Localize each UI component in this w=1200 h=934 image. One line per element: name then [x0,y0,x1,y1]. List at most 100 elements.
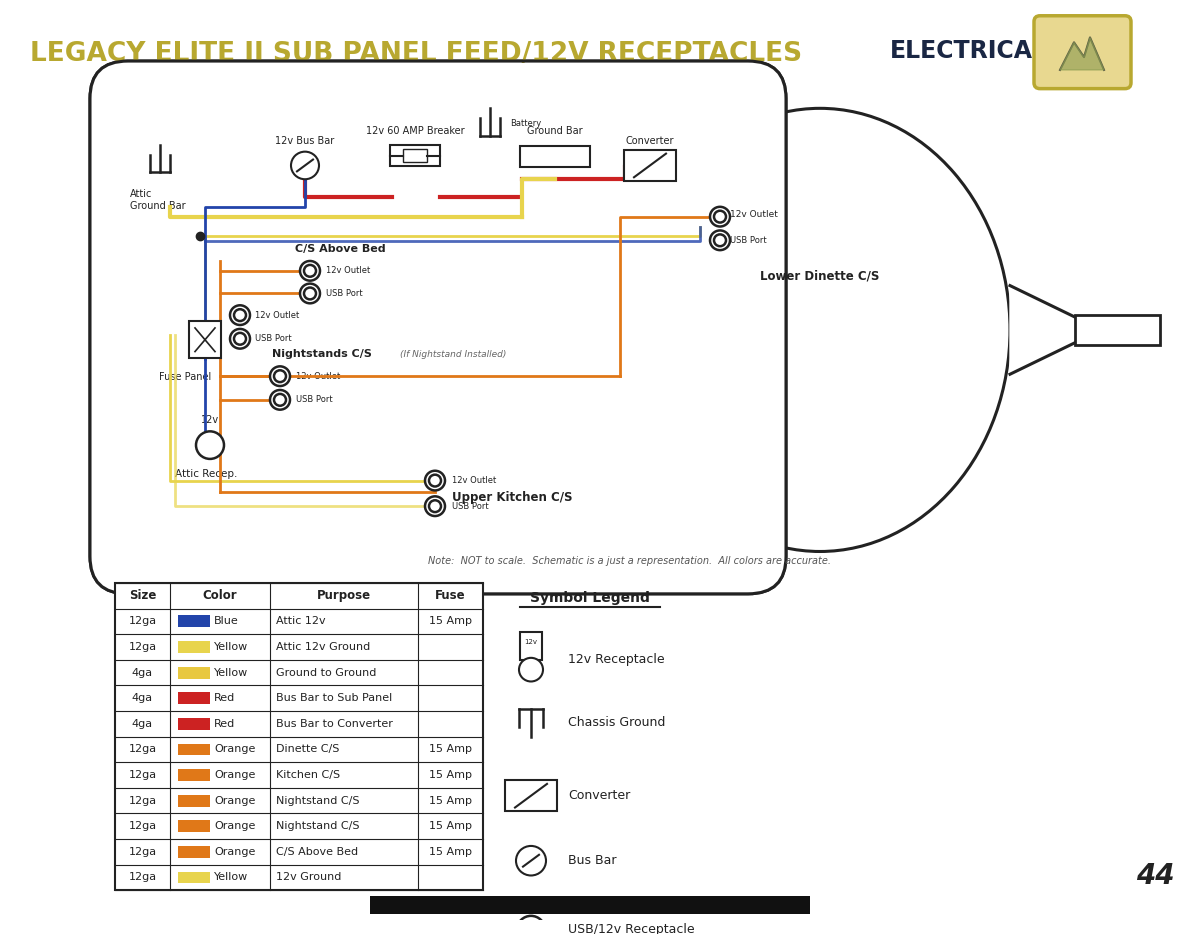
Text: Orange: Orange [214,770,256,780]
Text: USB/12v Receptacle: USB/12v Receptacle [568,923,695,934]
Bar [520,146,590,167]
FancyBboxPatch shape [1034,16,1132,89]
Text: 12v Receptacle: 12v Receptacle [568,653,665,666]
Text: 12v: 12v [200,416,220,425]
Text: 15 Amp: 15 Amp [430,796,472,806]
Text: Ground to Ground: Ground to Ground [276,668,377,677]
Text: Kitchen C/S: Kitchen C/S [276,770,340,780]
Bar [178,871,210,884]
Text: Symbol Legend: Symbol Legend [530,591,650,605]
Bar [403,149,427,163]
Text: 12v Outlet: 12v Outlet [256,311,299,319]
Text: Bus Bar: Bus Bar [568,855,617,867]
Circle shape [710,206,730,227]
Circle shape [196,432,224,459]
Text: Nightstand C/S: Nightstand C/S [276,796,360,806]
Text: 4ga: 4ga [132,719,154,729]
Bar [178,718,210,729]
Circle shape [430,501,442,512]
Text: Converter: Converter [625,135,674,146]
Text: 44: 44 [1135,862,1175,890]
Text: Orange: Orange [214,744,256,755]
Text: 4ga: 4ga [132,668,154,677]
Text: Attic
Ground Bar: Attic Ground Bar [130,189,186,211]
Circle shape [520,658,542,682]
Text: ELECTRICAL: ELECTRICAL [890,39,1048,64]
Text: 12v Outlet: 12v Outlet [326,266,371,276]
Text: Yellow: Yellow [214,668,248,677]
Bar [178,769,210,781]
Circle shape [270,390,290,410]
Text: 12v Outlet: 12v Outlet [296,372,341,381]
Circle shape [517,916,545,934]
Circle shape [516,846,546,875]
Text: 12v Outlet: 12v Outlet [452,476,497,485]
Text: Fuse Panel: Fuse Panel [158,373,211,382]
Text: Battery: Battery [510,119,541,128]
Text: Yellow: Yellow [214,642,248,652]
Text: USB Port: USB Port [256,334,292,344]
Text: 15 Amp: 15 Amp [430,616,472,627]
Text: Attic 12v: Attic 12v [276,616,325,627]
Bar [370,896,810,913]
Circle shape [274,394,286,405]
Bar [520,632,542,659]
Bar [178,820,210,832]
Circle shape [230,329,250,348]
Circle shape [234,309,246,321]
Circle shape [425,471,445,490]
Bar [115,583,482,890]
Text: USB Port: USB Port [452,502,488,511]
Text: 12ga: 12ga [128,847,156,856]
Text: Orange: Orange [214,847,256,856]
Text: Ground Bar: Ground Bar [527,126,583,136]
Text: 12ga: 12ga [128,821,156,831]
Bar [505,780,557,812]
Text: Dinette C/S: Dinette C/S [276,744,340,755]
Ellipse shape [630,108,1010,551]
Text: Converter: Converter [568,789,630,802]
Bar [624,149,676,181]
Circle shape [523,922,539,934]
Bar [390,145,440,166]
Circle shape [430,474,442,487]
Text: Bus Bar to Converter: Bus Bar to Converter [276,719,392,729]
Text: Attic 12v Ground: Attic 12v Ground [276,642,371,652]
Text: Orange: Orange [214,821,256,831]
Text: 12v Ground: 12v Ground [276,872,341,883]
Text: 15 Amp: 15 Amp [430,847,472,856]
Text: 12ga: 12ga [128,616,156,627]
Circle shape [425,496,445,516]
Text: Purpose: Purpose [317,589,371,602]
Circle shape [714,211,726,222]
Text: Upper Kitchen C/S: Upper Kitchen C/S [452,491,572,503]
Text: USB Port: USB Port [326,289,362,298]
Text: LEGACY ELITE II SUB PANEL FEED/12V RECEPTACLES: LEGACY ELITE II SUB PANEL FEED/12V RECEP… [30,41,802,67]
Circle shape [274,370,286,382]
Text: 15 Amp: 15 Amp [430,744,472,755]
Text: 12ga: 12ga [128,744,156,755]
Text: Chassis Ground: Chassis Ground [568,716,665,729]
Text: Blue: Blue [214,616,239,627]
Bar [178,743,210,756]
Circle shape [292,151,319,179]
Text: 12ga: 12ga [128,796,156,806]
Circle shape [304,265,316,276]
Text: Nightstand C/S: Nightstand C/S [276,821,360,831]
Text: Lower Dinette C/S: Lower Dinette C/S [760,269,880,282]
Text: (If Nightstand Installed): (If Nightstand Installed) [400,350,506,360]
Text: Yellow: Yellow [214,872,248,883]
Bar [178,641,210,653]
Bar [190,321,221,359]
Bar [178,616,210,628]
Circle shape [710,231,730,250]
Text: 4ga: 4ga [132,693,154,703]
Text: Red: Red [214,693,235,703]
Bar [178,667,210,678]
Text: 12v Bus Bar: 12v Bus Bar [275,135,335,146]
Text: Bus Bar to Sub Panel: Bus Bar to Sub Panel [276,693,392,703]
Circle shape [304,288,316,300]
Circle shape [714,234,726,247]
Circle shape [300,284,320,304]
Text: Nightstands C/S: Nightstands C/S [272,349,372,360]
